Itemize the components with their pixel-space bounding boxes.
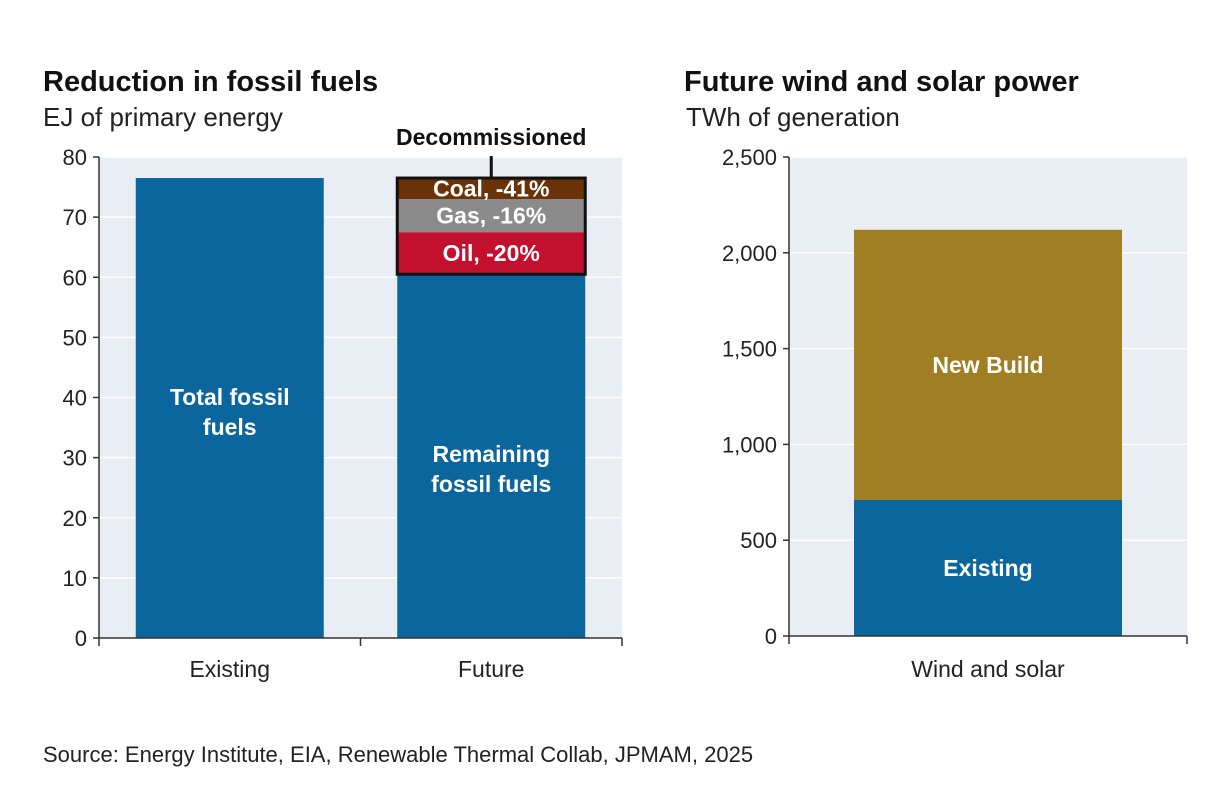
bar-label-gas: Gas, -16%: [436, 203, 546, 229]
right-chart-title: Future wind and solar power: [684, 66, 1079, 98]
bar-label-existing: Existing: [943, 555, 1032, 581]
right-y-tick-label: 1,000: [722, 432, 777, 457]
left-plot-area: 0 10 20 30 40 50 60 70 80 Total fossil fuels Oil, -…: [63, 124, 623, 682]
right-y-tick-label: 2,000: [722, 241, 777, 266]
left-y-tick-label: 70: [63, 205, 87, 230]
right-y-tick-label: 0: [765, 624, 777, 649]
left-y-tick-label: 80: [63, 145, 87, 170]
left-chart-ylabel: EJ of primary energy: [43, 102, 283, 132]
left-y-tick-label: 50: [63, 325, 87, 350]
left-y-tick-label: 40: [63, 386, 87, 411]
bar-future-oil: [397, 232, 586, 275]
decommissioned-annotation: Decommissioned: [396, 124, 586, 150]
bar-wind-solar-existing: [854, 499, 1122, 636]
left-chart-title: Reduction in fossil fuels: [43, 66, 378, 98]
bar-future-remaining: [397, 274, 586, 638]
right-y-tick-label: 1,500: [722, 337, 777, 362]
left-y-tick-label: 60: [63, 265, 87, 290]
left-x-category-label: Existing: [189, 656, 270, 682]
bar-existing-total: [135, 178, 324, 638]
bar-label-total-line2: fuels: [203, 414, 257, 440]
bar-label-remaining-line2: fossil fuels: [431, 471, 551, 497]
right-x-category-label: Wind and solar: [911, 656, 1065, 682]
bar-future-coal: [397, 178, 586, 200]
right-y-tick-label: 500: [740, 528, 777, 553]
bar-label-oil: Oil, -20%: [443, 240, 540, 266]
left-y-tick-label: 0: [75, 626, 87, 651]
bar-future-gas: [397, 199, 586, 233]
bar-wind-solar-new-build: [854, 229, 1122, 500]
bar-label-new-build: New Build: [932, 352, 1043, 378]
right-y-tick-label: 2,500: [722, 145, 777, 170]
right-plot-area: 0 500 1,000 1,500 2,000 2,500 Existing New Buil…: [722, 145, 1188, 682]
left-y-tick-label: 10: [63, 566, 87, 591]
bar-label-total-line1: Total fossil: [170, 384, 290, 410]
bar-label-coal: Coal, -41%: [433, 176, 549, 202]
bar-label-remaining-line1: Remaining: [432, 441, 550, 467]
left-y-tick-label: 30: [63, 446, 87, 471]
source-note: Source: Energy Institute, EIA, Renewable…: [43, 742, 753, 767]
left-y-tick-label: 20: [63, 506, 87, 531]
left-x-category-label: Future: [458, 656, 524, 682]
right-chart-ylabel: TWh of generation: [686, 102, 900, 132]
